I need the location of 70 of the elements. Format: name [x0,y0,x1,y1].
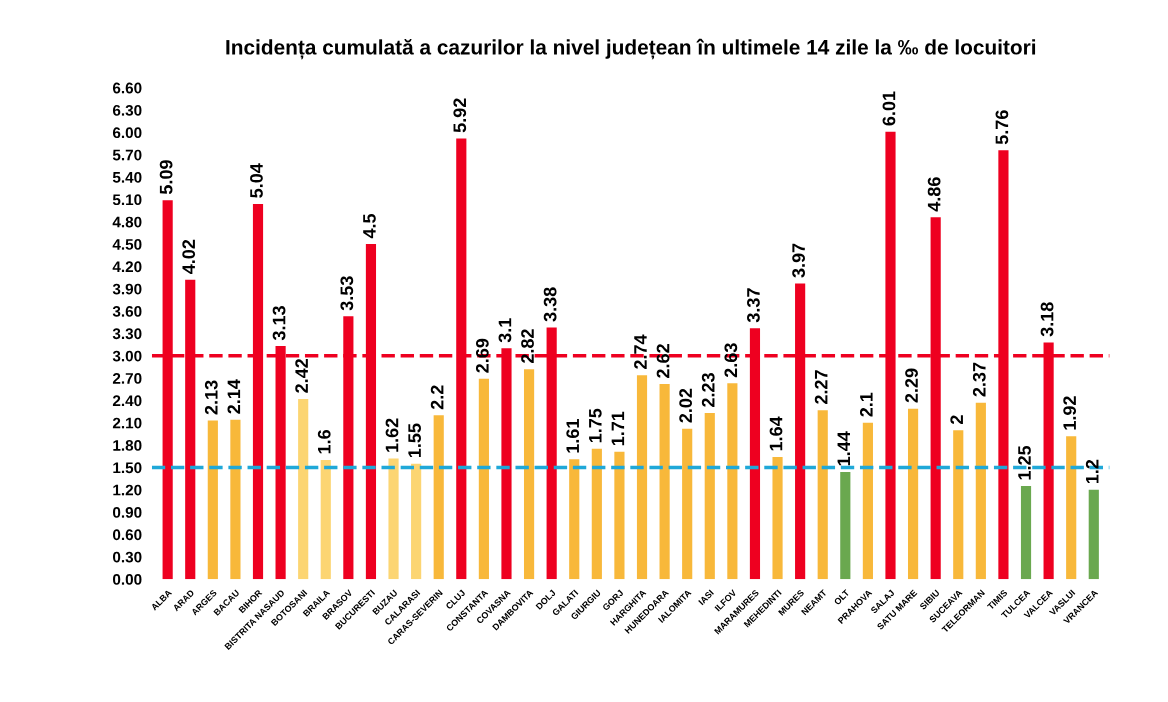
data-label: 5.92 [453,98,467,133]
data-label: 2.23 [701,373,715,407]
data-label: 6.01 [882,91,896,126]
data-label: 1.64 [769,416,783,451]
data-label: 1.75 [589,408,602,443]
data-label: 1.55 [408,423,421,458]
data-label: 1.25 [1018,445,1031,480]
data-label: 1.71 [611,411,625,446]
bar [1066,436,1077,580]
bar [772,457,783,580]
data-label: 5.09 [159,160,173,195]
data-label: 2.2 [430,385,444,410]
data-label: 2.14 [227,379,241,414]
bar [411,463,422,580]
bar [704,413,715,580]
bar [569,459,580,580]
data-label: 3.13 [272,306,286,341]
data-label: 1.62 [385,418,399,452]
data-label: 1.92 [1063,396,1077,430]
data-label: 2.13 [204,380,218,415]
bar [207,420,218,580]
bar [388,458,399,580]
bar [953,430,964,580]
data-label: 2.42 [295,359,308,393]
data-label: 3.97 [792,243,806,278]
data-label: 2 [950,415,963,425]
bar [659,384,670,580]
bar [523,369,535,580]
data-label: 4.86 [927,177,941,212]
data-label: 5.76 [995,110,1009,145]
data-label: 1.44 [837,431,850,466]
bar [320,460,331,580]
bar [636,375,648,580]
bar [591,448,602,580]
data-label: 3.1 [498,318,512,343]
bar [433,415,444,580]
bar [840,471,851,580]
bar [298,398,309,580]
bar [230,419,241,580]
bar [1088,489,1099,580]
bar [682,428,693,580]
data-label: 3.38 [543,287,557,322]
data-label: 1.61 [566,419,580,453]
data-label: 2.63 [724,343,738,378]
chart-title: Incidența cumulată a cazurilor la nivel județean în ultimele 14 zile la ‰ de locuitori [226,38,1036,60]
bar [975,402,986,580]
data-label: 2.74 [634,334,647,369]
bar [1020,486,1032,580]
data-label: 2.27 [814,370,828,404]
bar [614,451,625,580]
bar [478,378,489,580]
data-label: 2.69 [475,338,489,373]
data-label: 2.37 [972,362,986,397]
data-label: 2.82 [521,329,534,364]
data-label: 2.29 [905,368,918,403]
data-label: 5.04 [250,163,263,198]
data-label: 1.2 [1085,459,1099,484]
data-label: 4.5 [363,213,376,239]
data-label: 2.1 [859,392,873,417]
data-label: 3.53 [340,276,354,311]
data-label: 4.02 [182,239,196,275]
bar [817,410,828,580]
bar [862,422,873,580]
data-label: 2.02 [679,388,693,423]
bar [727,383,738,580]
data-label: 3.37 [747,288,760,323]
data-label: 2.62 [656,344,670,378]
bar [908,408,919,580]
data-label: 3.18 [1040,302,1054,337]
data-label: 1.6 [317,430,331,454]
